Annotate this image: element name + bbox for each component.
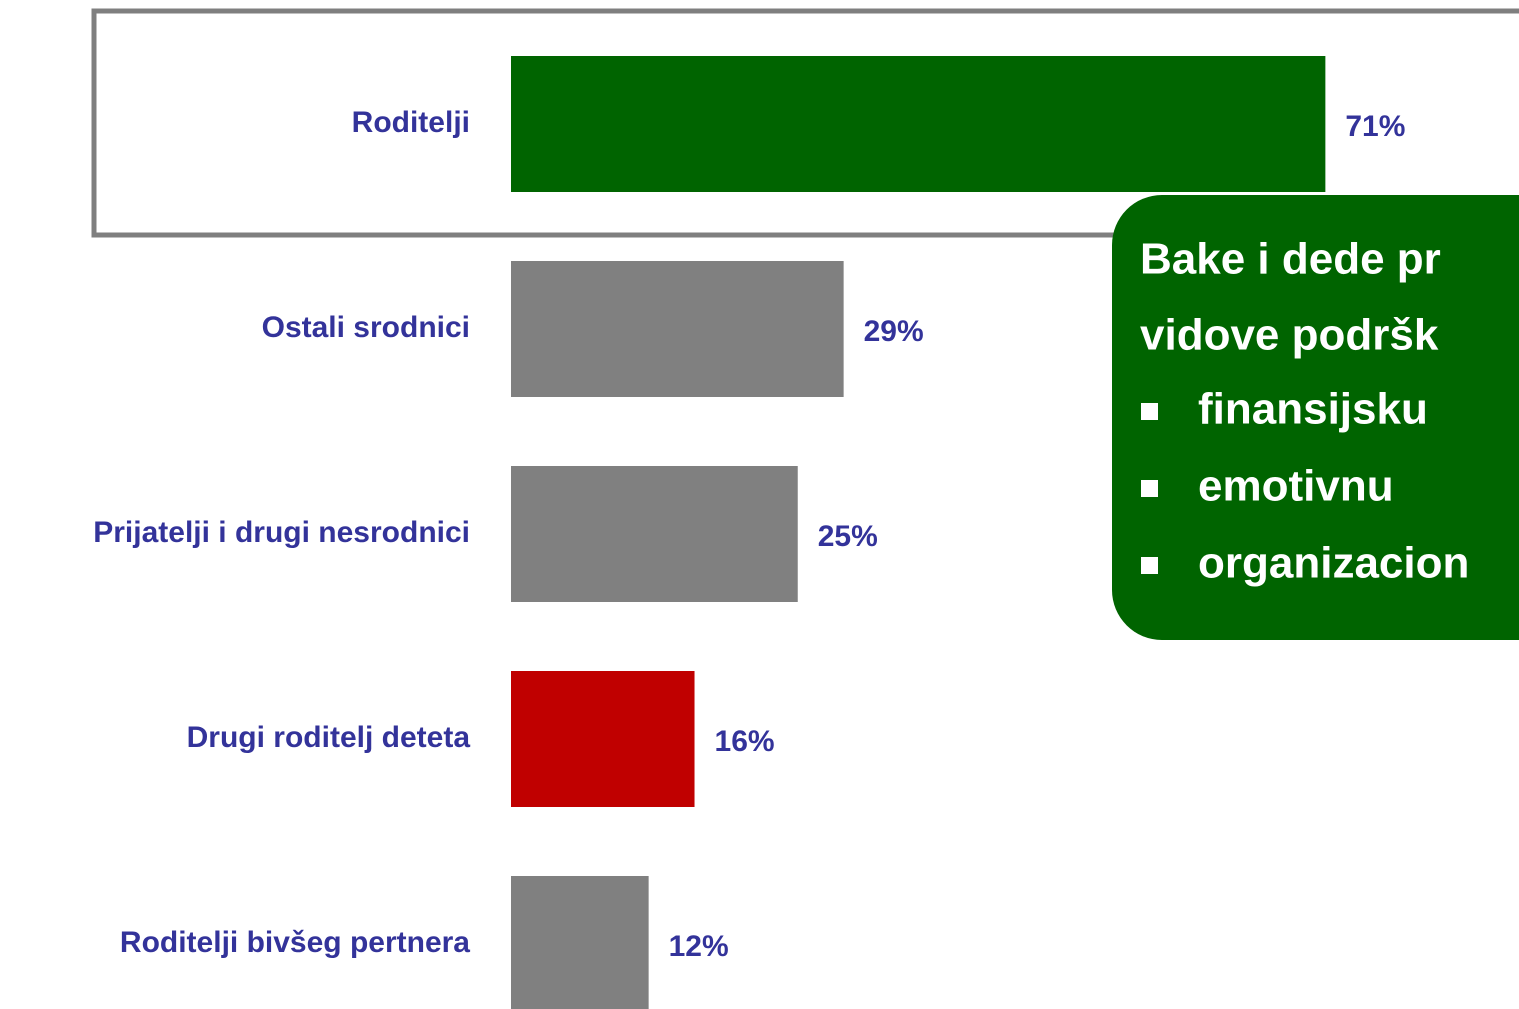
callout: Bake i dede pr vidove podršk finansijsku em… xyxy=(1112,195,1519,640)
value-label: 71% xyxy=(1345,110,1405,143)
category-label: Roditelji xyxy=(352,106,470,139)
callout-box xyxy=(1112,195,1519,640)
callout-line: vidove podršk xyxy=(1140,311,1439,360)
bar xyxy=(511,876,649,1009)
highlight-frame xyxy=(91,8,1519,238)
callout-line: Bake i dede pr xyxy=(1140,235,1441,284)
category-label: Prijatelji i drugi nesrodnici xyxy=(93,516,470,549)
bullet xyxy=(1141,403,1158,420)
value-label: 16% xyxy=(715,725,775,758)
category-label: Roditelji bivšeg pertnera xyxy=(120,926,470,959)
bar xyxy=(511,56,1326,192)
value-label: 29% xyxy=(864,315,924,348)
bullet xyxy=(1141,557,1158,574)
value-label: 12% xyxy=(669,930,729,963)
bars: Roditelji 71% Ostali srodnici 29% Prijatelji… xyxy=(93,56,1405,1009)
value-label: 25% xyxy=(818,520,878,553)
callout-item: organizacion xyxy=(1198,539,1469,588)
callout-item: finansijsku xyxy=(1198,385,1428,434)
bar xyxy=(511,261,844,397)
category-label: Ostali srodnici xyxy=(262,311,470,344)
category-label: Drugi roditelj deteta xyxy=(187,721,471,754)
bar xyxy=(511,671,695,807)
bar xyxy=(511,466,798,602)
bullet xyxy=(1141,480,1158,497)
callout-item: emotivnu xyxy=(1198,462,1394,511)
